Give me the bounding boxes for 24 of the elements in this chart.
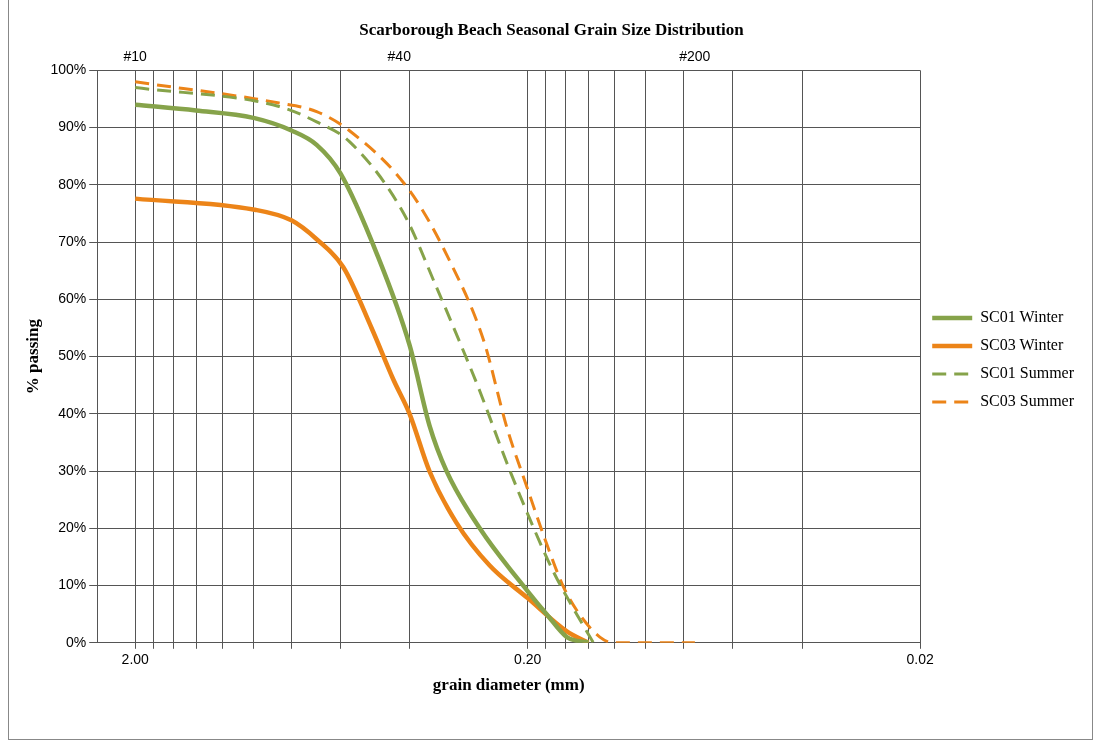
x-tick-label: 2.00 — [121, 651, 150, 668]
x-tick-label: 0.20 — [514, 651, 542, 668]
y-tick-label: 100% — [50, 61, 87, 78]
x-axis-title: grain diameter (mm) — [432, 675, 585, 695]
y-axis-title: % passing — [22, 318, 42, 395]
text: #200 — [679, 48, 711, 65]
legend-label: SC01 Winter — [980, 308, 1064, 326]
y-tick-label: 30% — [58, 461, 87, 478]
chart-title: Scarborough Beach Seasonal Grain Size Distribution — [359, 19, 745, 39]
y-tick-label: 10% — [58, 576, 87, 593]
y-tick-label: 80% — [58, 175, 87, 192]
y-tick-label: 40% — [58, 404, 87, 421]
y-tick-label: 20% — [58, 519, 87, 536]
x-tick-label: 0.02 — [906, 651, 935, 668]
legend-label: SC03 Summer — [980, 392, 1075, 410]
y-tick-label: 0% — [65, 633, 87, 650]
text: #40 — [387, 48, 412, 65]
y-tick-label: 60% — [58, 290, 87, 307]
y-tick-label: 90% — [58, 118, 87, 135]
text: #10 — [123, 48, 147, 65]
legend-label: SC01 Summer — [980, 364, 1075, 382]
y-tick-label: 50% — [58, 347, 87, 364]
legend-label: SC03 Winter — [980, 336, 1064, 354]
y-tick-label: 70% — [58, 232, 87, 249]
